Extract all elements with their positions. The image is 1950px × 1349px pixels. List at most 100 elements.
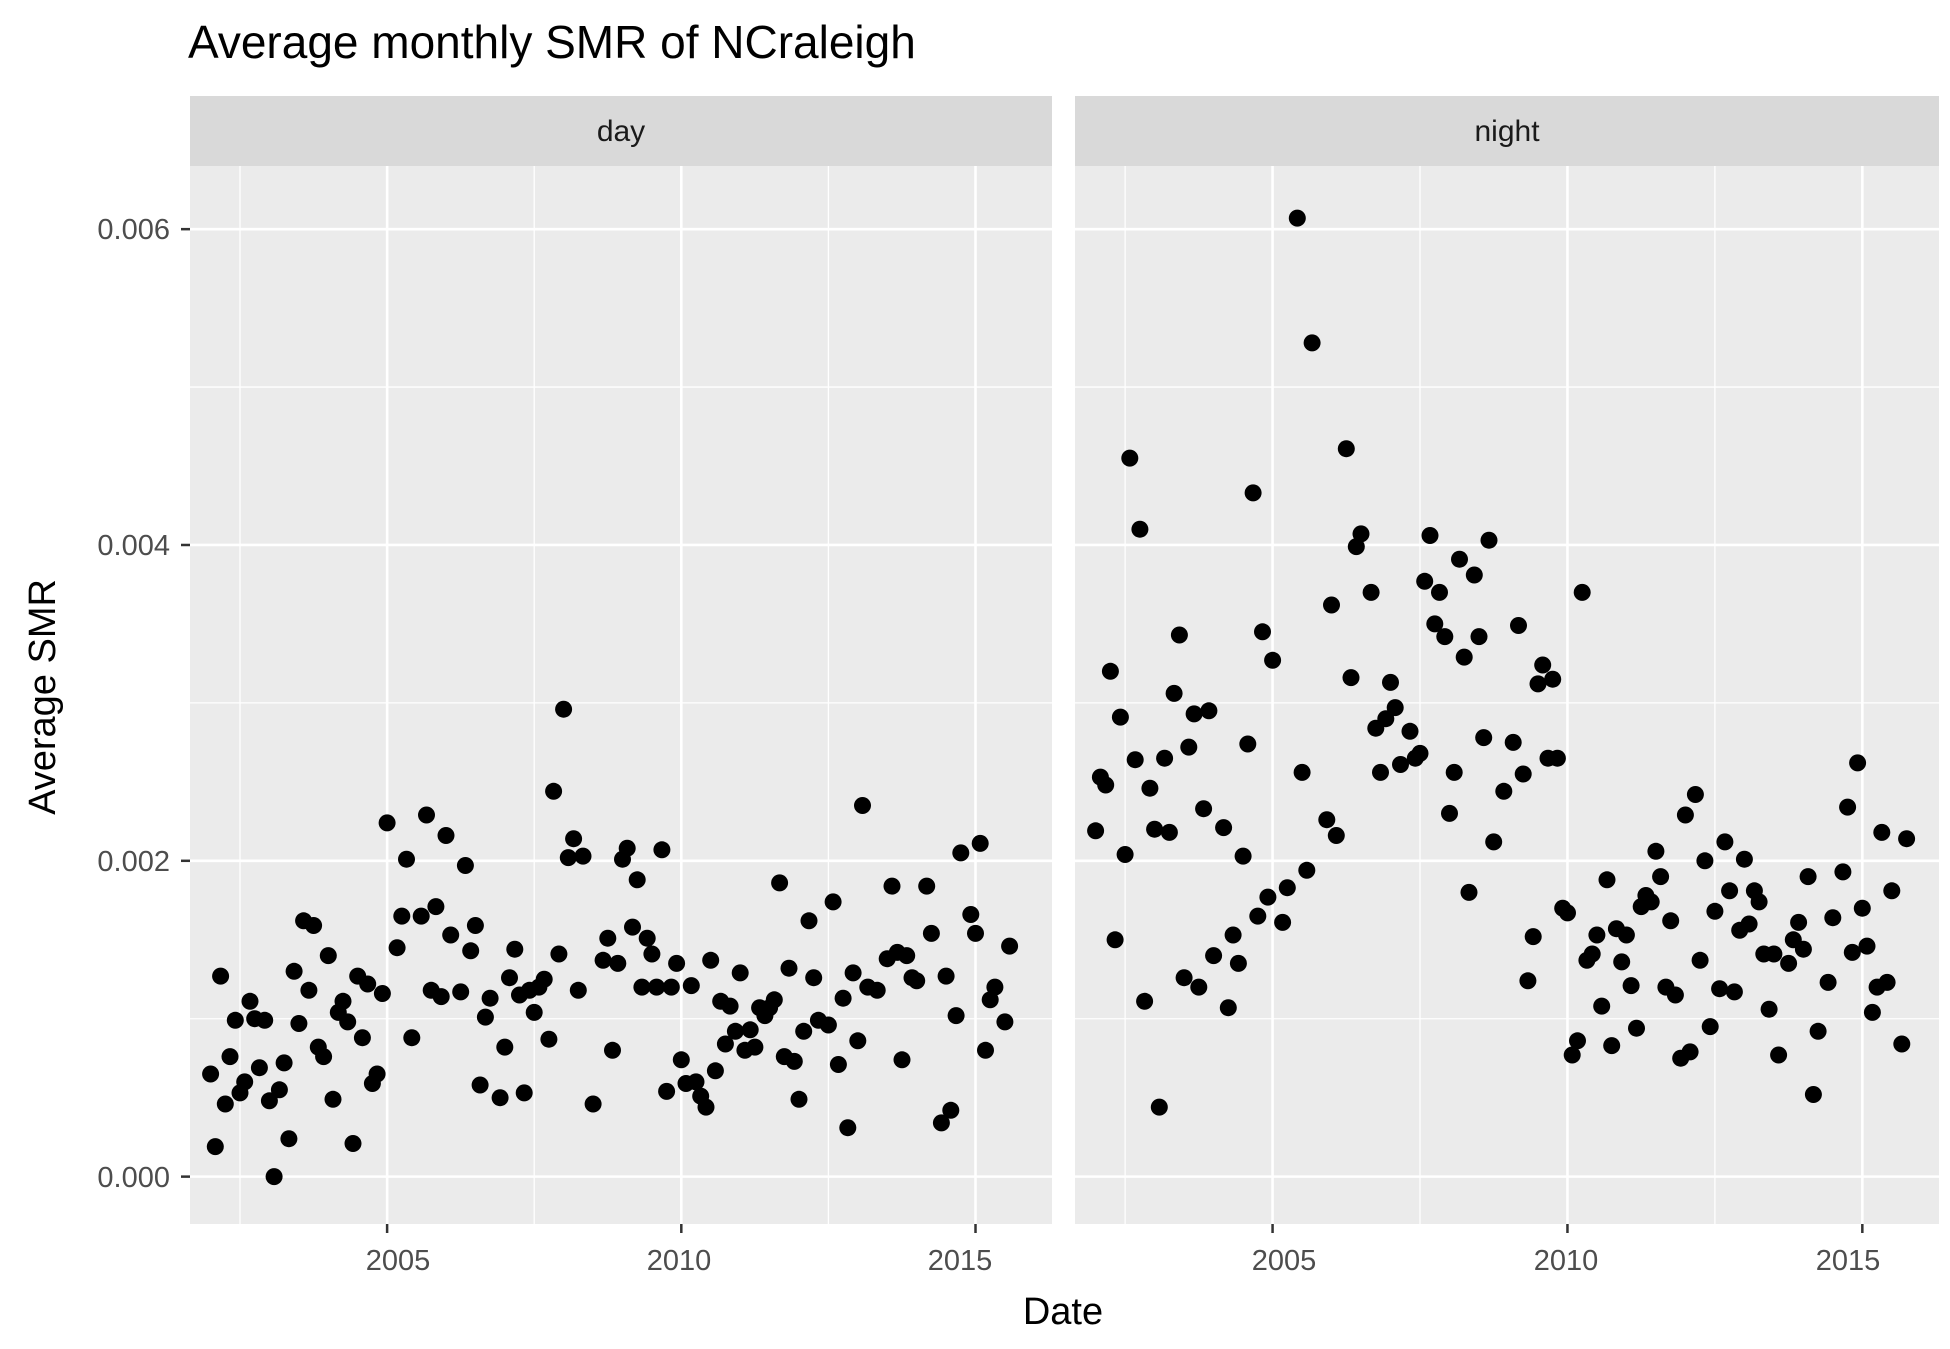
data-point-day (824, 893, 842, 911)
data-point-night (1760, 1000, 1778, 1018)
data-point-day (996, 1013, 1014, 1031)
data-point-night (1504, 733, 1522, 751)
data-point-day (540, 1030, 558, 1048)
data-point-night (1544, 670, 1562, 688)
data-point-night (1303, 334, 1321, 352)
data-point-night (1392, 756, 1409, 773)
data-point-day (726, 1022, 744, 1040)
data-point-day (515, 1084, 533, 1102)
data-point-day (790, 1090, 808, 1108)
data-point-day (545, 782, 563, 800)
data-point-night (1750, 893, 1768, 911)
data-point-day (565, 830, 583, 848)
data-point-night (1401, 722, 1419, 740)
data-point-night (1460, 883, 1478, 901)
x-tick-label-night-2015: 2015 (1816, 1245, 1881, 1277)
data-point-night (1436, 628, 1454, 646)
data-point-night (1470, 628, 1488, 646)
data-point-day (496, 1038, 514, 1056)
data-point-night (1583, 945, 1601, 963)
x-tick-label-day-2010: 2010 (647, 1245, 712, 1277)
data-point-night (1613, 953, 1631, 971)
data-point-night (1156, 749, 1174, 767)
data-point-night (1416, 572, 1434, 590)
data-point-day (368, 1065, 386, 1083)
data-point-night (1426, 615, 1444, 633)
data-point-day (506, 940, 524, 958)
data-point-day (819, 1016, 837, 1034)
data-point-night (1224, 926, 1242, 944)
data-point-night (1411, 744, 1429, 762)
data-point-night (1195, 800, 1213, 818)
data-point-day (418, 806, 435, 824)
data-point-day (672, 1051, 690, 1069)
data-point-night (1740, 915, 1758, 933)
x-tick-label-day-2015: 2015 (928, 1245, 993, 1277)
data-point-day (300, 981, 318, 999)
data-point-night (1219, 999, 1237, 1017)
data-point-night (1293, 763, 1311, 781)
data-point-night (1323, 596, 1340, 614)
data-point-night (1770, 1046, 1788, 1064)
data-point-day (908, 972, 926, 990)
data-point-day (324, 1090, 342, 1108)
data-point-day (373, 985, 391, 1002)
data-point-day (270, 1081, 288, 1099)
data-point-day (952, 844, 970, 862)
data-point-night (1696, 852, 1714, 870)
data-point-day (697, 1098, 715, 1116)
data-point-night (1853, 899, 1871, 917)
data-point-night (1603, 1037, 1621, 1055)
data-point-night (1386, 699, 1404, 717)
y-tick-label-0: 0.000 (97, 1162, 170, 1194)
data-point-day (854, 797, 871, 814)
data-point-night (1593, 997, 1611, 1015)
data-point-night (1495, 782, 1513, 800)
data-point-night (1229, 954, 1247, 972)
data-point-day (466, 917, 484, 934)
data-point-night (1170, 626, 1188, 644)
data-point-day (471, 1076, 489, 1094)
data-point-day (236, 1073, 254, 1091)
y-tick-label-1: 0.002 (97, 846, 170, 878)
data-point-night (1485, 833, 1503, 851)
data-point-day (353, 1029, 371, 1047)
data-point-night (1510, 617, 1527, 634)
data-point-day (442, 926, 460, 944)
data-point-day (771, 874, 789, 892)
data-point-day (893, 1051, 911, 1069)
data-point-night (1883, 882, 1901, 900)
data-point-night (1239, 735, 1257, 753)
data-point-day (501, 969, 518, 987)
data-point-day (305, 917, 323, 934)
data-point-day (462, 942, 480, 960)
data-point-day (922, 924, 940, 942)
data-point-day (643, 945, 661, 963)
data-point-day (525, 1003, 543, 1021)
data-point-day (319, 947, 337, 965)
data-point-night (1146, 820, 1164, 838)
data-point-day (658, 1082, 676, 1100)
data-point-night (1529, 675, 1547, 693)
data-point-night (1725, 983, 1743, 1001)
data-point-night (1249, 907, 1267, 925)
data-point-day (290, 1015, 308, 1032)
data-point-day (780, 959, 798, 977)
data-point-day (746, 1038, 764, 1056)
data-point-day (731, 964, 749, 982)
data-point-night (1264, 651, 1282, 669)
data-point-night (1451, 550, 1468, 568)
data-point-night (1475, 729, 1493, 747)
data-point-day (202, 1065, 220, 1083)
data-point-day (662, 978, 680, 996)
data-point-night (1126, 751, 1144, 769)
data-point-night (1200, 702, 1218, 720)
data-point-night (1893, 1035, 1911, 1053)
data-point-day (599, 929, 617, 947)
data-point-night (1721, 882, 1739, 900)
data-point-day (393, 907, 411, 925)
data-point-day (584, 1095, 602, 1113)
data-point-day (932, 1114, 950, 1132)
data-point-day (559, 849, 577, 867)
